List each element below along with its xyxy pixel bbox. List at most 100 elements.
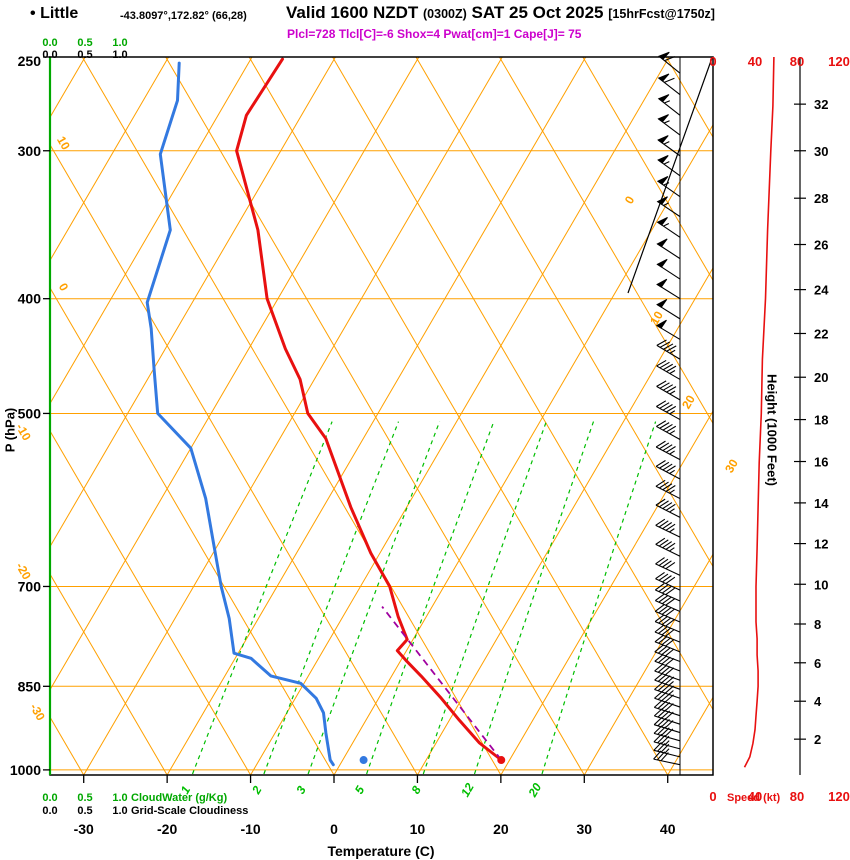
valid-prefix: Valid 1600 NZDT [286, 3, 419, 22]
mixing-ratio-line [366, 421, 495, 775]
sounding-curves-layer [145, 57, 506, 767]
barb-pennant [656, 176, 669, 185]
temperature-tick-label: -20 [157, 821, 177, 837]
valid-date: SAT 25 Oct 2025 [471, 3, 604, 22]
barb-half-feather [663, 161, 670, 165]
barb-feather [662, 363, 674, 371]
wind-barb [657, 114, 681, 136]
barb-feather [656, 420, 667, 427]
barb-feather [665, 658, 675, 666]
barb-feather [662, 502, 673, 510]
barb-half-feather [669, 390, 676, 395]
wind-barb [657, 155, 681, 177]
barb-feather [656, 359, 667, 367]
dewpoint-curve [145, 61, 335, 767]
barb-half-feather [668, 681, 674, 686]
barb-staff [655, 563, 681, 576]
barb-feather [654, 663, 664, 672]
barb-feather [666, 365, 677, 373]
barb-feather [653, 699, 663, 708]
barb-feather [665, 561, 676, 570]
barb-feather [665, 542, 676, 550]
temperature-curve [235, 57, 503, 762]
wind-barb [655, 571, 681, 591]
barb-pennant [656, 278, 668, 288]
mixing-ratio-line [473, 421, 595, 775]
temperature-tick-label: 0 [330, 821, 338, 837]
mixing-ratio-line [541, 421, 657, 775]
barb-feather [659, 422, 670, 429]
barb-pennant [657, 135, 669, 144]
barb-feather [665, 608, 675, 617]
barb-feather [661, 666, 671, 675]
surface-temperature-dot [497, 756, 506, 765]
barb-feather [658, 520, 669, 528]
barb-feather [654, 634, 664, 643]
barb-half-feather [669, 508, 675, 513]
cloudwater-scale-bottom: 0.0 [42, 792, 57, 804]
dry-adiabat-line [582, 57, 713, 282]
barb-staff [653, 758, 681, 766]
barb-feather [657, 645, 668, 654]
barb-feather [659, 481, 669, 489]
pressure-tick-label: 400 [18, 291, 42, 307]
barb-feather [659, 402, 670, 409]
wind-barb [654, 644, 681, 663]
barb-staff [654, 621, 681, 633]
barb-feather [662, 444, 673, 451]
speed-tick-label-bottom: 80 [790, 789, 804, 804]
height-tick-label: 18 [814, 413, 828, 428]
barb-feather [655, 571, 665, 580]
barb-feather [656, 400, 667, 407]
wind-barb [656, 278, 681, 300]
wind-barb [654, 604, 681, 623]
adiabat-edge-label: 10 [54, 134, 73, 153]
barb-half-feather [669, 370, 676, 375]
pressure-tick-label: 850 [18, 678, 42, 694]
barb-feather [664, 667, 675, 676]
height-tick-label: 12 [814, 537, 828, 552]
dry-adiabat-line [165, 57, 585, 775]
dry-adiabat-line [50, 429, 252, 775]
barb-pennant [656, 196, 668, 206]
dry-adiabat-line [50, 573, 168, 775]
wind-barb [655, 557, 681, 576]
cloudwater-scale-top: 0.0 [42, 37, 57, 49]
barb-feather [655, 537, 666, 545]
speed-tick-label-bottom: 40 [748, 789, 762, 804]
barb-feather [662, 541, 672, 549]
isotherm-line [333, 123, 713, 775]
speed-tick-label-bottom: 0 [709, 789, 716, 804]
wind-barb [656, 216, 681, 238]
barb-feather [658, 616, 668, 624]
barb-feather [665, 576, 676, 584]
barb-feather [659, 500, 669, 508]
wind-barb [656, 238, 681, 260]
wind-barb [655, 537, 681, 557]
barb-staff [654, 724, 681, 734]
height-tick-label: 32 [814, 97, 828, 112]
height-tick-label: 14 [814, 496, 829, 511]
barb-half-feather [664, 740, 670, 746]
barb-half-feather [669, 450, 675, 455]
parcel-ascent-line [381, 606, 503, 761]
barb-pennant [656, 216, 668, 226]
temperature-tick-label: 40 [660, 821, 676, 837]
wind-barb [656, 359, 681, 380]
cloudwater-axis-label: CloudWater (g/Kg) [131, 792, 228, 804]
barb-feather [657, 664, 667, 673]
barb-half-feather [669, 349, 676, 354]
barb-feather [664, 676, 675, 685]
barb-feather [661, 637, 672, 646]
barb-feather [666, 345, 677, 352]
mixing-ratio-label: 8 [409, 783, 425, 796]
barb-pennant [657, 94, 670, 103]
barb-staff [654, 631, 681, 643]
barb-staff [655, 600, 681, 613]
dry-adiabat-line [332, 57, 713, 711]
cloudiness-scale-top: 0.0 [42, 49, 57, 61]
cloudwater-scale-top: 1.0 [112, 37, 127, 49]
barb-feather [661, 684, 671, 693]
dry-adiabat-line [81, 57, 502, 775]
